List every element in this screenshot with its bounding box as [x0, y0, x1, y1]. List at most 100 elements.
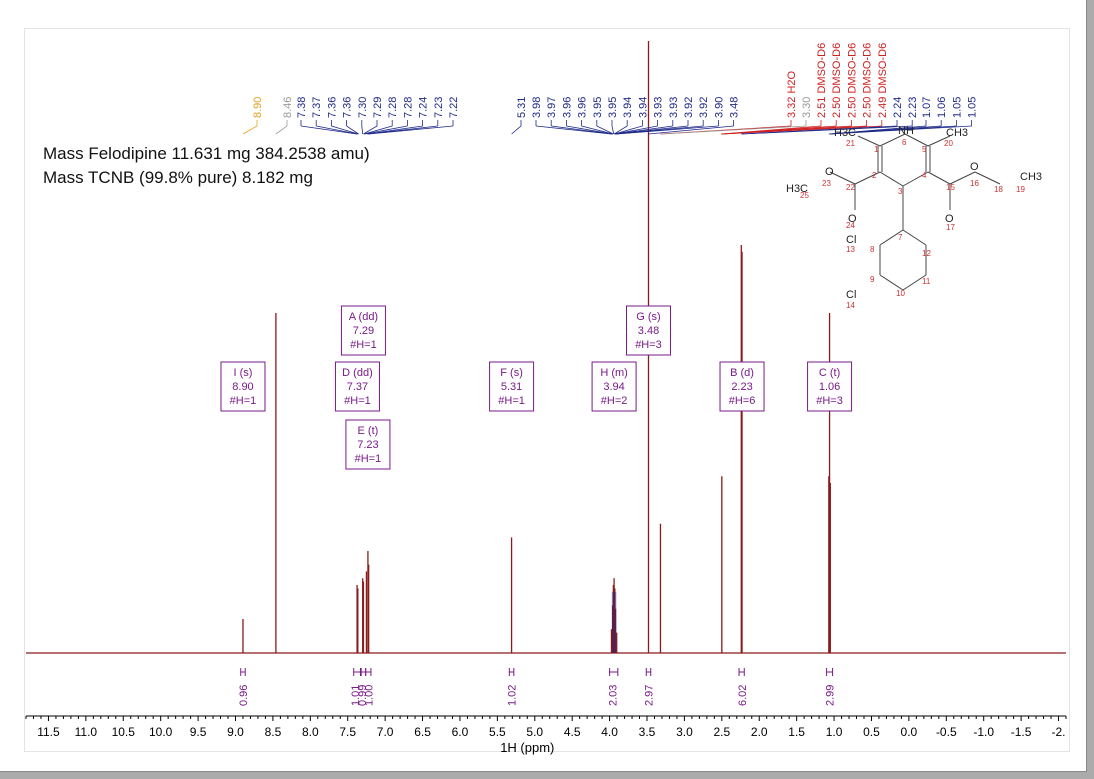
x-tick-label: 1.5 [788, 725, 805, 739]
structure-bond [879, 133, 906, 147]
multiplet-box-border [345, 419, 391, 470]
peak-label-connector [511, 125, 522, 135]
structure-atom-label: O [945, 213, 954, 225]
multiplet-box: F (s) 5.31 #H=1 [489, 361, 535, 412]
structure-atom-label: H3C [786, 183, 808, 195]
multiplet-text: I (s) [234, 367, 253, 379]
x-tick-label: 3.5 [639, 725, 656, 739]
multiplet-text: 8.90 [232, 381, 253, 393]
structure-atom-number: 14 [846, 301, 855, 310]
x-tick-label: 10.5 [112, 725, 136, 739]
peak-shift-label: 3.48 [729, 97, 741, 118]
x-tick-label: 2.5 [713, 725, 730, 739]
x-axis-label: 1H (ppm) [500, 740, 554, 755]
peak-shift-label: 3.95 [607, 97, 619, 118]
x-tick-label: -2. [1052, 725, 1066, 739]
peak-shift-label: 2.49 DMSO-D6 [877, 43, 889, 118]
peak-label-connector [581, 125, 614, 135]
x-tick-label: 7.5 [339, 725, 356, 739]
integral-value: 6.02 [737, 685, 749, 706]
peak-shift-label: 7.28 [402, 97, 414, 118]
peak-shift-label: 7.22 [448, 97, 460, 118]
peak-shift-label: 2.50 DMSO-D6 [831, 43, 843, 118]
peak-shift-label: 1.05 [967, 97, 979, 118]
structure-atom-number: 24 [846, 221, 855, 230]
x-tick-label: 2.0 [751, 725, 768, 739]
peak-label-connector [551, 125, 612, 135]
peak-shift-label: 7.36 [342, 97, 354, 118]
multiplet-text: F (s) [500, 367, 523, 379]
multiplet-box-border [334, 361, 380, 412]
peak-label-connector [331, 125, 359, 135]
structure-atom-number: 20 [944, 139, 953, 148]
peak-shift-label: 7.37 [311, 97, 323, 118]
multiplet-text: C (t) [819, 367, 840, 379]
peak-shift-label: 3.97 [546, 97, 558, 118]
multiplet-text: 5.31 [501, 381, 522, 393]
structure-atom-label: O [825, 166, 834, 178]
peak-label-connector [742, 125, 913, 135]
peak-shift-label: 1.05 [951, 97, 963, 118]
peak-label-connector [363, 125, 378, 135]
spectrum-peak-fill [611, 591, 617, 653]
multiplet-box-border [626, 305, 672, 356]
peak-shift-label: 8.90 [252, 97, 264, 118]
peak-label-connector [614, 125, 643, 135]
structure-atom-label: O [970, 161, 979, 173]
peak-label-connector [596, 125, 614, 135]
structure-atom-number: 7 [898, 233, 903, 242]
x-tick-label: -1.5 [1011, 725, 1032, 739]
multiplet-text: #H=3 [635, 339, 662, 351]
multiplet-box-border [719, 361, 765, 412]
peak-shift-label: 1.06 [936, 97, 948, 118]
structure-bond [902, 171, 929, 187]
structure-atom-number: 22 [846, 183, 855, 192]
peak-label-connector [566, 125, 613, 135]
peak-shift-label: 2.50 DMSO-D6 [846, 43, 858, 118]
multiplet-text: #H=6 [729, 395, 756, 407]
structure-bond [949, 171, 976, 185]
x-tick-label: 1.0 [826, 725, 843, 739]
felodipine-structure [829, 133, 1001, 291]
peak-shift-label: 7.38 [296, 97, 308, 118]
structure-bond [879, 229, 904, 246]
peak-label-connector [361, 125, 364, 135]
peak-shift-label: 7.30 [357, 97, 369, 118]
multiplet-text: 2.23 [731, 381, 752, 393]
structure-bond [902, 274, 927, 291]
peak-shift-label: 3.92 [698, 97, 710, 118]
structure-atom-label: Cl [846, 289, 856, 301]
structure-atom-label: H3C [834, 127, 856, 139]
peak-label-connector [830, 125, 972, 135]
peak-label-connector [364, 125, 393, 135]
peak-shift-label: 7.28 [387, 97, 399, 118]
multiplet-box-border [591, 361, 637, 412]
multiplet-box: H (m) 3.94 #H=2 [591, 361, 637, 412]
multiplet-text: G (s) [636, 311, 660, 323]
structure-atom-number: 5 [922, 145, 927, 154]
structure-bond [927, 135, 951, 147]
plot-frame [24, 28, 1070, 752]
structure-bond [927, 171, 951, 185]
multiplet-text: H (m) [600, 367, 628, 379]
x-tick-label: 9.0 [227, 725, 244, 739]
structure-bond [879, 171, 904, 187]
multiplet-text: #H=1 [498, 395, 525, 407]
integral-value: 2.99 [825, 685, 837, 706]
multiplet-text: #H=1 [350, 339, 377, 351]
peak-label-connector [316, 125, 358, 135]
structure-atom-number: 11 [922, 277, 931, 286]
peak-shift-label: 7.23 [433, 97, 445, 118]
x-tick-label: 0.0 [901, 725, 918, 739]
x-tick-label: 11.0 [75, 725, 98, 739]
structure-atom-label: O [848, 213, 857, 225]
multiplet-text: #H=1 [230, 395, 257, 407]
x-tick-label: 3.0 [676, 725, 693, 739]
structure-atom-label: Cl [846, 234, 856, 246]
integral-value: 1.01 [350, 685, 362, 706]
structure-atom-number: 10 [896, 289, 905, 298]
x-tick-label: -1.0 [973, 725, 994, 739]
integral-value: 2.97 [644, 685, 656, 706]
integral-value: 2.03 [608, 685, 620, 706]
